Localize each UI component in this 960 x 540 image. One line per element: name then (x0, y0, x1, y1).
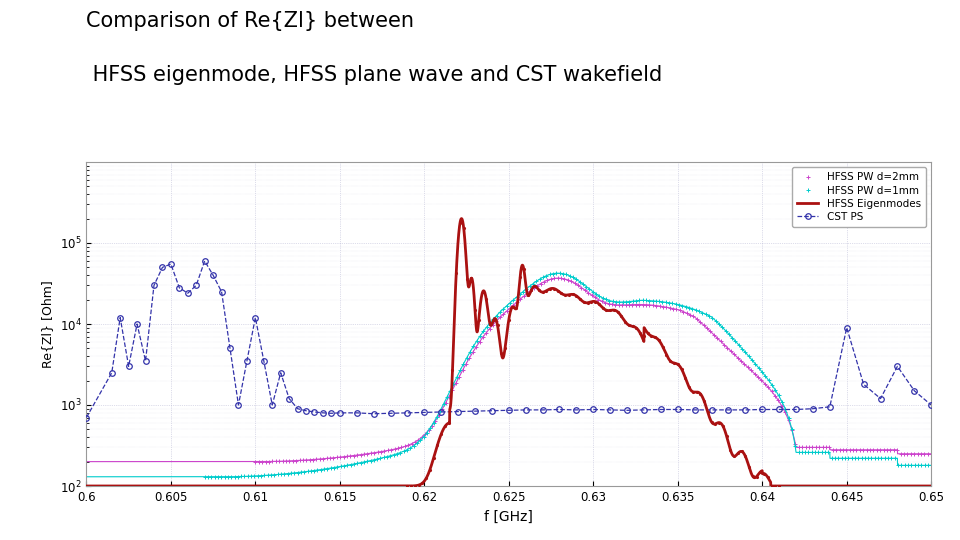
X-axis label: f [GHz]: f [GHz] (485, 509, 533, 523)
CST PS (554, 406, 565, 413)
Text: HFSS eigenmode, HFSS plane wave and CST wakefield: HFSS eigenmode, HFSS plane wave and CST … (86, 65, 662, 85)
HFSS PW d=1mm (839, 455, 851, 462)
HFSS Eigenmodes (776, 483, 787, 489)
HFSS PW d=2mm (375, 448, 387, 455)
HFSS PW d=2mm (250, 458, 261, 465)
HFSS PW d=1mm (398, 448, 410, 455)
CST PS (165, 261, 177, 267)
HFSS Eigenmodes (711, 420, 723, 427)
HFSS PW d=2mm (871, 447, 882, 453)
HFSS PW d=1mm (199, 474, 210, 480)
HFSS Eigenmodes (456, 215, 468, 222)
CST PS (925, 402, 937, 408)
Legend: HFSS PW d=2mm, HFSS PW d=1mm, HFSS Eigenmodes, CST PS: HFSS PW d=2mm, HFSS PW d=1mm, HFSS Eigen… (792, 167, 926, 227)
HFSS PW d=2mm (276, 458, 288, 464)
HFSS Eigenmodes (81, 483, 92, 489)
Y-axis label: Re{Zl} [Ohm]: Re{Zl} [Ohm] (41, 280, 54, 368)
HFSS PW d=1mm (925, 462, 937, 469)
Line: HFSS PW d=2mm: HFSS PW d=2mm (252, 276, 934, 464)
Text: Comparison of Re{Zl} between: Comparison of Re{Zl} between (86, 11, 415, 31)
Line: HFSS Eigenmodes: HFSS Eigenmodes (86, 219, 931, 486)
Line: CST PS: CST PS (84, 258, 934, 420)
CST PS (570, 407, 582, 413)
CST PS (81, 414, 92, 421)
HFSS PW d=2mm (290, 457, 301, 464)
CST PS (469, 408, 481, 414)
CST PS (325, 410, 337, 416)
HFSS PW d=1mm (816, 449, 828, 456)
HFSS PW d=1mm (554, 270, 565, 276)
CST PS (199, 258, 210, 264)
HFSS PW d=2mm (925, 450, 937, 457)
HFSS PW d=1mm (590, 291, 602, 298)
HFSS Eigenmodes (588, 298, 599, 305)
HFSS PW d=2mm (895, 450, 906, 457)
HFSS Eigenmodes (234, 483, 246, 489)
HFSS PW d=1mm (411, 440, 422, 447)
Line: HFSS PW d=1mm: HFSS PW d=1mm (203, 271, 934, 479)
HFSS Eigenmodes (630, 325, 641, 331)
HFSS Eigenmodes (403, 483, 415, 489)
HFSS Eigenmodes (925, 483, 937, 489)
HFSS PW d=1mm (852, 455, 864, 462)
HFSS PW d=2mm (429, 417, 441, 424)
CST PS (401, 410, 413, 416)
HFSS PW d=2mm (552, 275, 564, 281)
